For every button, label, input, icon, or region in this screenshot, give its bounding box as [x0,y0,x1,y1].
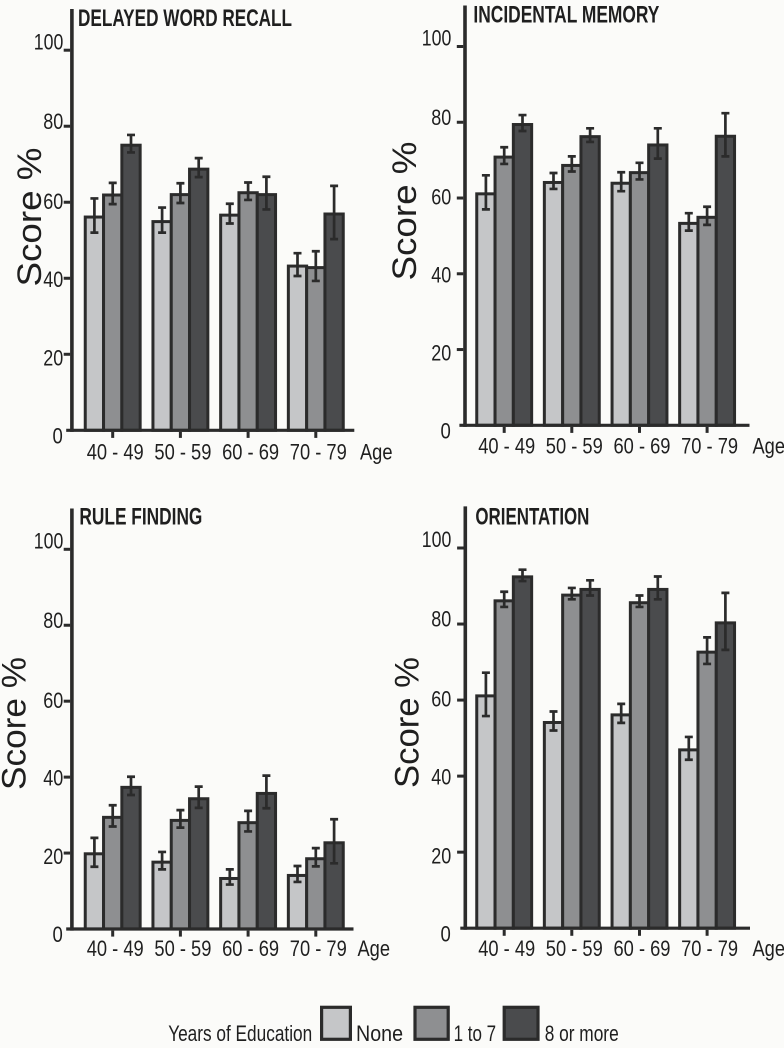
svg-text:DELAYED WORD RECALL: DELAYED WORD RECALL [78,5,292,32]
svg-text:INCIDENTAL MEMORY: INCIDENTAL MEMORY [473,2,659,29]
svg-text:40 - 49: 40 - 49 [87,936,144,961]
svg-text:None: None [356,1021,403,1046]
svg-text:0: 0 [53,922,63,947]
svg-text:80: 80 [431,607,451,632]
svg-text:Years of Education: Years of Education [168,1021,312,1046]
svg-text:70 - 79: 70 - 79 [681,936,738,961]
svg-text:50 - 59: 50 - 59 [154,439,211,464]
svg-text:80: 80 [431,105,451,130]
svg-text:70 - 79: 70 - 79 [681,433,738,458]
svg-text:50 - 59: 50 - 59 [546,936,603,961]
svg-text:60 - 69: 60 - 69 [222,936,279,961]
svg-text:0: 0 [441,921,451,946]
svg-text:80: 80 [43,608,63,633]
svg-text:20: 20 [431,341,451,366]
svg-text:ORIENTATION: ORIENTATION [475,504,589,531]
svg-text:40: 40 [43,766,63,791]
svg-text:Score %: Score % [0,657,34,790]
svg-text:60: 60 [431,185,451,210]
svg-text:40: 40 [43,267,63,292]
svg-text:RULE FINDING: RULE FINDING [79,504,202,531]
svg-text:60: 60 [43,688,63,713]
svg-text:60: 60 [43,189,63,214]
svg-text:Age: Age [360,439,393,464]
svg-text:Age: Age [753,936,784,961]
svg-text:8 or more: 8 or more [545,1021,619,1046]
svg-text:100: 100 [422,527,452,552]
svg-text:20: 20 [43,844,63,869]
svg-text:100: 100 [422,26,452,51]
svg-text:0: 0 [441,418,451,443]
svg-text:60 - 69: 60 - 69 [222,439,279,464]
svg-text:20: 20 [431,843,451,868]
svg-text:50 - 59: 50 - 59 [154,936,211,961]
svg-text:20: 20 [43,345,63,370]
svg-text:70 - 79: 70 - 79 [290,439,347,464]
svg-text:40 - 49: 40 - 49 [478,936,535,961]
svg-text:60 - 69: 60 - 69 [614,936,671,961]
svg-text:Score %: Score % [11,148,49,287]
svg-text:100: 100 [34,528,64,553]
svg-text:0: 0 [53,423,63,448]
svg-text:70 - 79: 70 - 79 [290,936,347,961]
svg-text:40: 40 [431,765,451,790]
svg-text:Age: Age [358,936,391,961]
svg-text:100: 100 [34,29,64,54]
svg-text:60: 60 [431,687,451,712]
svg-text:1 to 7: 1 to 7 [454,1021,497,1046]
svg-text:Score %: Score % [389,657,427,788]
svg-text:80: 80 [43,109,63,134]
svg-text:60 - 69: 60 - 69 [614,433,671,458]
svg-text:50 - 59: 50 - 59 [546,433,603,458]
svg-text:40 - 49: 40 - 49 [478,433,535,458]
svg-text:Score %: Score % [386,142,424,281]
svg-text:40 - 49: 40 - 49 [87,439,144,464]
svg-text:Age: Age [753,433,784,458]
svg-text:40: 40 [431,262,451,287]
